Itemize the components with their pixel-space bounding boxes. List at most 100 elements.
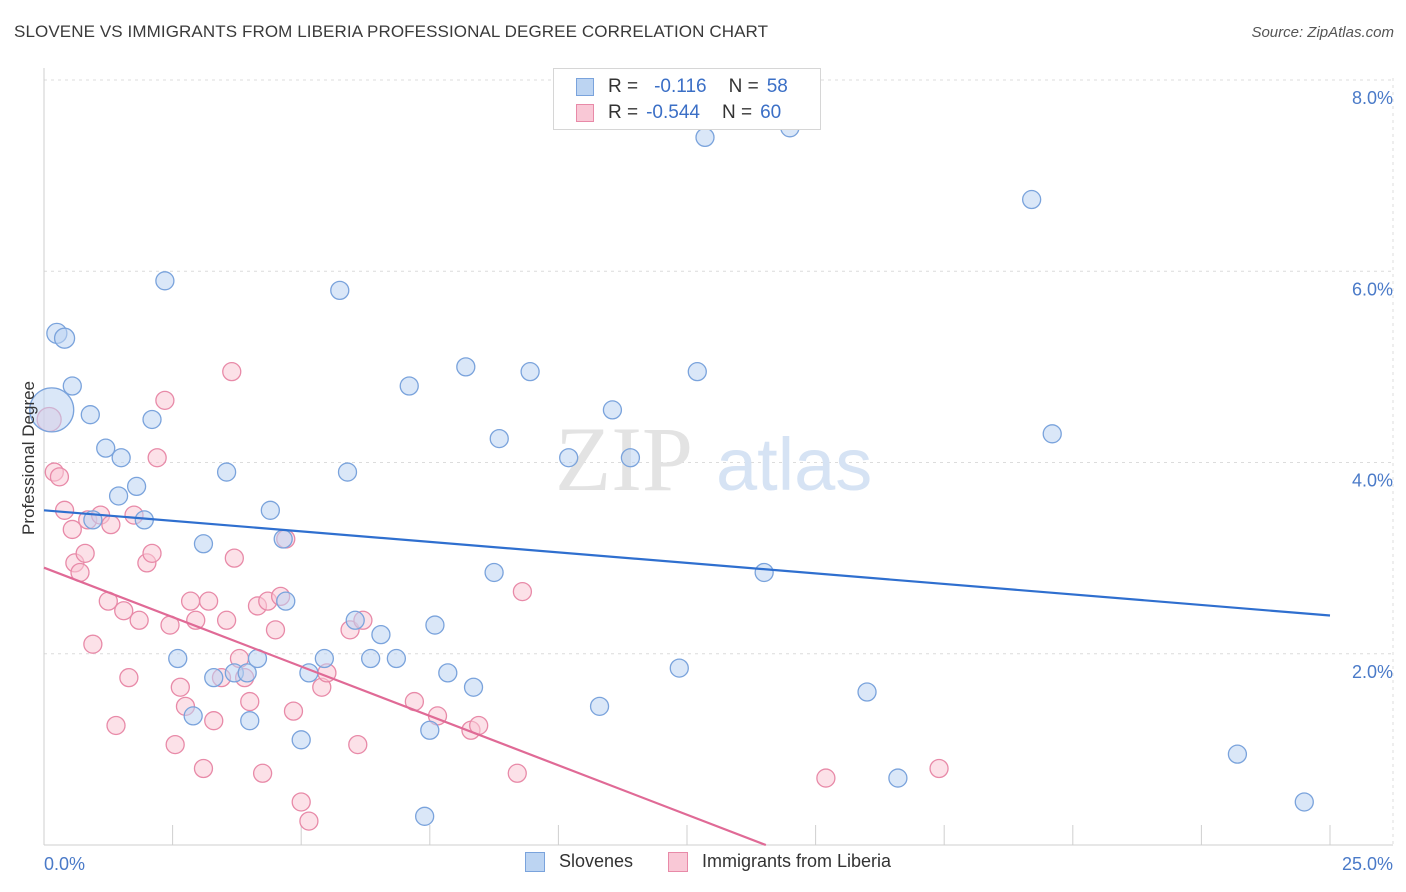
slovenes-point [1227, 744, 1248, 764]
liberia-point [216, 610, 237, 630]
slovenes-point [337, 462, 358, 482]
slovenes-point [620, 448, 641, 468]
slovenes-point [602, 400, 623, 420]
y-tick-label: 8.0% [1352, 88, 1393, 108]
liberia-point [155, 390, 175, 410]
legend-swatch-blue [576, 78, 594, 96]
liberia-point [198, 591, 219, 611]
y-axis-tick-labels: 2.0% 4.0% 6.0% 8.0% [1352, 88, 1393, 682]
legend-r-label: R = [608, 76, 639, 97]
slovenes-point [360, 648, 381, 669]
slovenes-point [276, 591, 296, 611]
legend-n-value: 60 [760, 102, 782, 123]
liberia-point [129, 610, 149, 630]
slovenes-point [420, 720, 440, 740]
slovenes-point [111, 448, 131, 468]
slovenes-point [80, 405, 100, 425]
liberia-point [929, 758, 949, 779]
slovenes-point [345, 610, 365, 630]
axes [43, 68, 1393, 846]
slovenes-point [330, 280, 350, 301]
slovenes-point [237, 663, 257, 683]
slovenes-point [108, 486, 129, 506]
legend-swatch-pink [668, 851, 688, 872]
liberia-point [147, 448, 167, 468]
slovenes-point [62, 376, 82, 396]
slovenes-point [589, 696, 610, 716]
slovenes-point [1021, 189, 1042, 210]
liberia-point [119, 668, 139, 688]
legend-row-liberia: R = -0.544 N = 60 [576, 101, 781, 125]
slovenes-point [168, 648, 188, 669]
slovenes-point [142, 409, 162, 430]
legend-n-value: 58 [766, 76, 788, 97]
slovenes-point [386, 648, 407, 669]
slovenes-point [204, 668, 224, 688]
legend-r-value: -0.116 [654, 76, 707, 97]
slovenes-point [520, 362, 540, 382]
liberia-point [816, 768, 836, 788]
legend-row-slovenes: R = -0.116 N = 58 [576, 75, 788, 99]
series-legend: Slovenes Immigrants from Liberia [0, 851, 1406, 877]
slovenes-point [273, 529, 293, 549]
legend-r-value: -0.544 [646, 102, 700, 123]
x-tick-label-min: 0.0% [44, 854, 85, 874]
liberia-point [75, 543, 95, 563]
liberia-point [54, 500, 75, 520]
legend-item-slovenes: Slovenes [525, 851, 633, 872]
trend-line-liberia [43, 566, 767, 847]
slovenes-point [687, 362, 707, 382]
legend-n-label: N = [721, 102, 753, 123]
liberia-point [83, 634, 103, 654]
liberia-point [512, 581, 533, 602]
legend-n-label: N = [728, 76, 759, 97]
legend-r-label: R = [608, 102, 639, 123]
slovenes-point [669, 658, 689, 678]
slovenes-point [484, 562, 504, 583]
liberia-point [348, 734, 368, 755]
slovenes-point [29, 387, 75, 433]
slovenes-point [425, 615, 445, 635]
legend-label-slovenes: Slovenes [559, 851, 634, 871]
liberia-point [193, 758, 214, 779]
slovenes-point [489, 428, 509, 449]
chart-title: SLOVENE VS IMMIGRANTS FROM LIBERIA PROFE… [14, 22, 769, 41]
slovenes-point [559, 448, 579, 468]
slovenes-point [463, 677, 484, 697]
liberia-point [62, 519, 82, 540]
liberia-point [180, 591, 201, 611]
liberia-point [204, 711, 224, 731]
liberia-point [49, 467, 70, 487]
slovenes-point [53, 327, 76, 349]
slovenes-point [193, 534, 214, 554]
legend-swatch-pink [576, 104, 594, 122]
series-slovenes-points [29, 118, 1314, 826]
slovenes-point [126, 476, 147, 497]
slovenes-point [415, 806, 435, 826]
legend-label-liberia: Immigrants from Liberia [702, 851, 892, 871]
slovenes-point [888, 768, 908, 788]
liberia-point [265, 620, 286, 640]
liberia-point [142, 543, 162, 563]
liberia-point [507, 763, 527, 783]
correlation-legend: R = -0.116 N = 58 R = -0.544 N = 60 [553, 68, 821, 130]
slovenes-point [857, 682, 877, 702]
x-axis-ticks [172, 825, 1331, 845]
liberia-point [224, 548, 244, 568]
legend-swatch-blue [525, 851, 545, 872]
trend-lines [43, 509, 1331, 847]
slovenes-point [1294, 792, 1314, 812]
watermark-atlas: atlas [716, 423, 872, 506]
slovenes-point [240, 711, 260, 731]
slovenes-point [96, 438, 116, 458]
y-tick-label: 6.0% [1352, 279, 1393, 299]
slovenes-point [438, 663, 458, 683]
source-credit: Source: ZipAtlas.com [1251, 24, 1394, 41]
liberia-point [170, 677, 190, 697]
slovenes-point [371, 624, 391, 645]
liberia-point [299, 811, 319, 831]
slovenes-point [183, 706, 203, 726]
liberia-point [165, 734, 185, 755]
slovenes-point [399, 376, 419, 396]
